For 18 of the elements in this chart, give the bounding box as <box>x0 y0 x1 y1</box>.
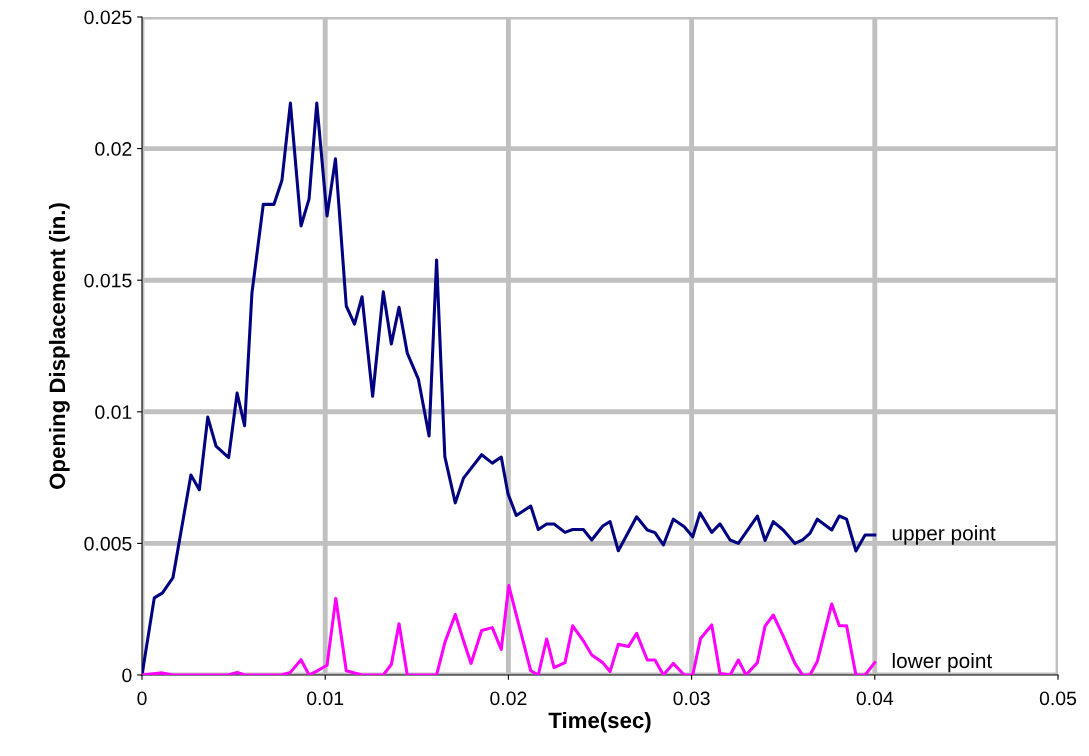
x-axis-title: Time(sec) <box>548 711 651 733</box>
x-tick-label: 0.05 <box>1039 691 1077 706</box>
y-tick-label: 0 <box>122 668 132 683</box>
series-label: lower point <box>892 652 993 673</box>
y-tick-label: 0.01 <box>95 405 132 420</box>
series-label: upper point <box>892 525 996 545</box>
x-tick-label: 0.01 <box>307 691 344 706</box>
y-tick-label: 0.025 <box>84 10 132 25</box>
x-tick-label: 0.03 <box>673 691 710 706</box>
line-series <box>142 583 877 675</box>
y-axis-title: Opening Displacement (in.) <box>48 203 70 489</box>
x-tick-label: 0.04 <box>856 691 894 706</box>
y-tick-label: 0.02 <box>95 142 132 156</box>
y-tick-label: 0.015 <box>84 273 132 288</box>
x-tick-label: 0 <box>137 691 147 706</box>
x-tick-label: 0.02 <box>490 691 527 706</box>
line-series <box>142 101 877 675</box>
y-tick-label: 0.005 <box>84 536 132 551</box>
